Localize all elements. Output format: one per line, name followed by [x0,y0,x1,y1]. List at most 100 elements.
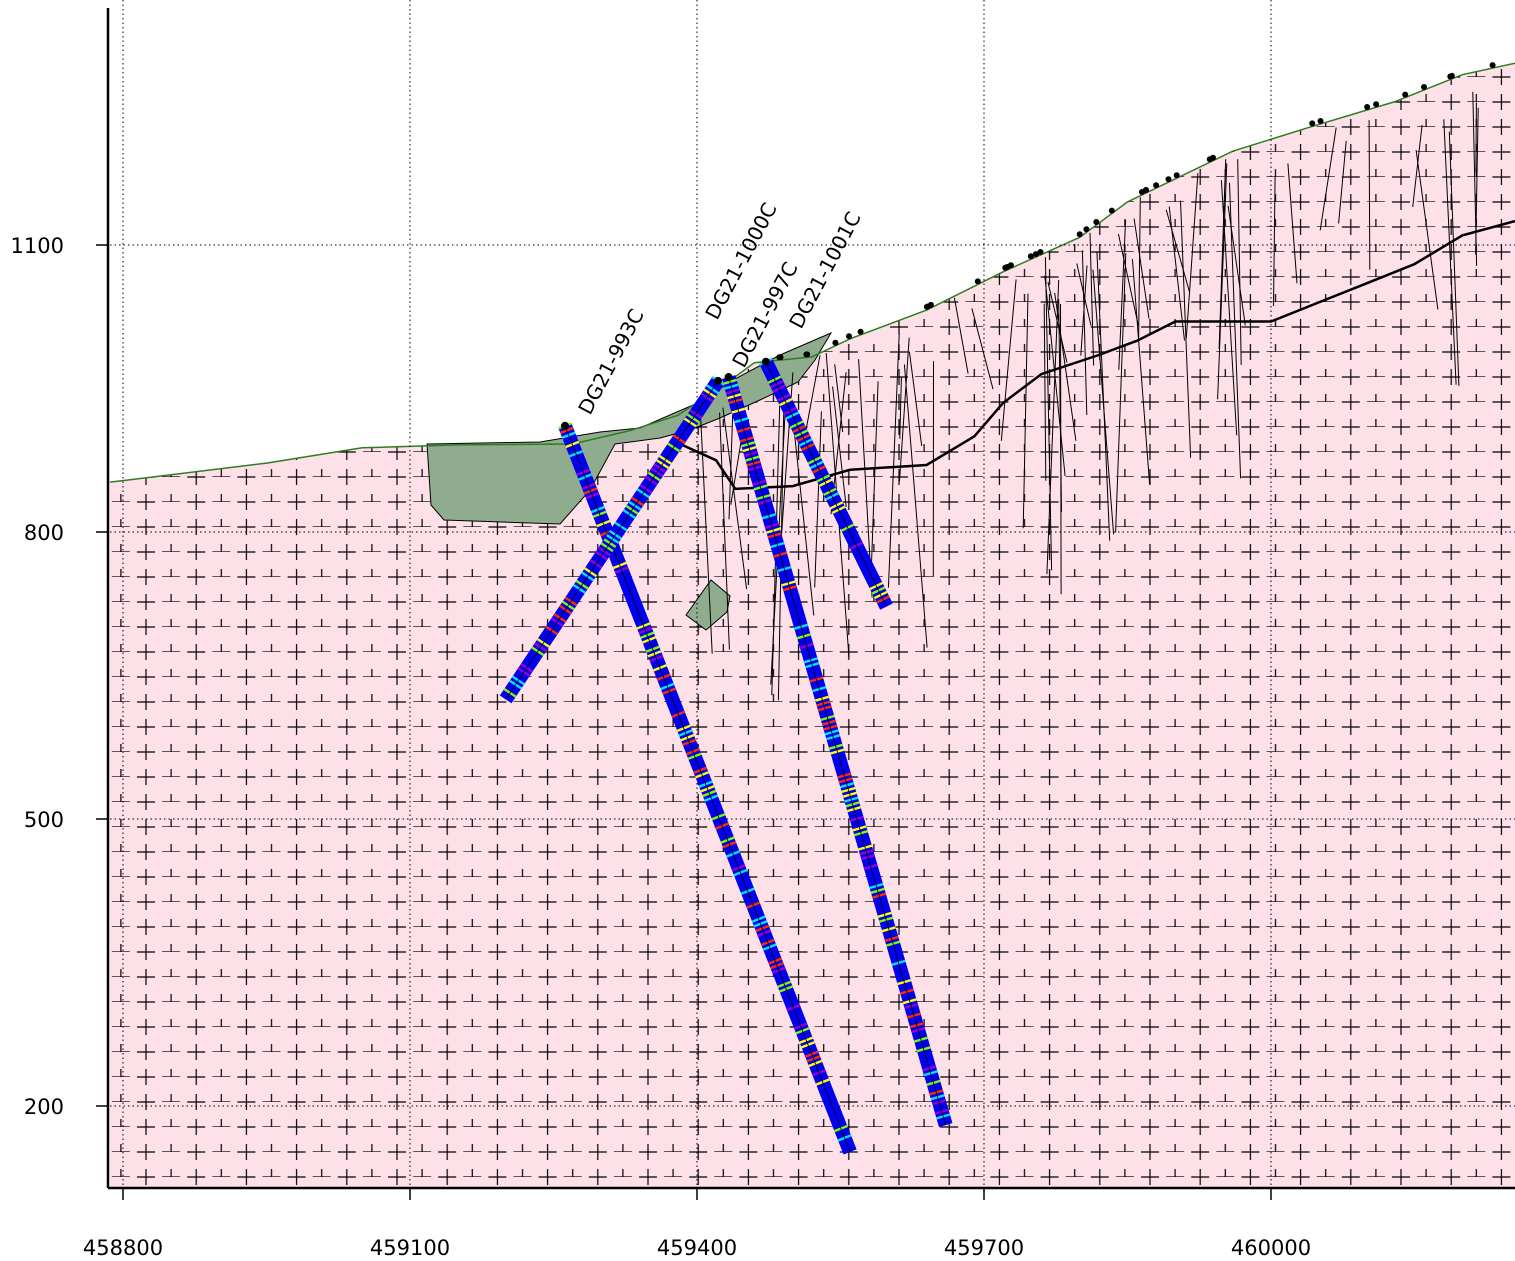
collar-marker [1364,104,1371,110]
historic-drill-trace [953,297,969,374]
geology-layer [110,62,1515,1188]
drillhole-collar [724,373,733,382]
collar-marker [1373,101,1380,108]
drillhole-collar [761,357,770,366]
historic-drill-trace [699,409,713,654]
drillhole-dg21-997c [499,375,725,704]
historic-drill-trace [1185,173,1199,339]
plot-area [110,0,1515,1188]
historic-drill-trace [1448,131,1460,386]
collar-marker [846,333,852,340]
historic-drill-trace [1180,200,1192,458]
drillhole-centerline [505,380,719,700]
historic-drill-trace [1165,209,1191,294]
bedrock-pattern [110,63,1515,1188]
collar-marker [1489,62,1496,69]
collar-marker [857,328,864,335]
drillhole-dg21-1001c [759,357,893,610]
historic-drill-trace [1220,180,1238,436]
collar-marker [832,339,839,346]
historic-drill-trace [899,337,910,482]
collar-marker [1165,176,1172,183]
historic-drill-trace [1415,150,1439,310]
drillhole-centerline [728,376,947,1126]
x-tick-label: 459700 [944,1236,1024,1260]
x-tick-label: 458800 [83,1236,163,1260]
historic-drill-trace [719,412,730,650]
historic-drill-trace [1138,197,1141,342]
historic-drill-trace [1060,303,1062,595]
historic-drill-trace [814,411,822,588]
historic-drill-trace [1475,107,1479,255]
historic-drill-trace [1217,163,1228,400]
historic-drill-trace [1133,218,1150,319]
historic-drill-trace [1475,102,1477,172]
historic-drill-trace [1118,220,1127,370]
historic-drill-trace [804,355,821,437]
historic-drill-trace [971,308,994,390]
collar-marker [1138,189,1145,195]
hole-label-dg21-993c: DG21-993C [573,305,649,418]
collar-marker [1108,207,1115,214]
contact-line [677,219,1515,491]
historic-drill-trace [1115,253,1127,533]
historic-drill-trace [1022,293,1029,529]
x-tick-label: 459400 [657,1236,737,1260]
collar-marker [803,351,810,358]
historic-drill-trace [1287,163,1298,284]
historic-drill-trace [903,364,928,648]
y-tick-label: 800 [24,521,64,545]
topography-line [110,62,1515,483]
historic-drill-trace [722,407,748,590]
drillhole-collar [714,376,723,385]
collar-marker [1210,154,1216,161]
historic-drill-trace [1000,279,1017,441]
historic-drill-trace [1043,303,1047,481]
historic-drill-trace [1218,159,1227,349]
drillhole-traces [499,357,953,1155]
collar-marker [1083,226,1090,233]
collar-marker [923,303,930,310]
collar-marker [1448,72,1455,79]
historic-drill-trace [1054,292,1077,441]
historic-drill-trace [1319,127,1337,231]
collar-marker [1027,253,1034,260]
y-tick-label: 1100 [11,234,64,258]
historic-drill-trace [790,402,815,616]
collar-marker [1004,264,1011,270]
x-axis-ticks: 458800 459100 459400 459700 460000 [83,1188,1311,1260]
collar-marker [1153,182,1160,189]
historic-drill-trace [1229,182,1242,479]
collar-marker [974,278,981,285]
collar-marker [777,354,784,361]
collar-marker [1076,231,1083,238]
y-tick-label: 500 [24,808,64,832]
y-axis-ticks: 1100 800 500 200 [11,234,108,1119]
historic-drill-trace [1131,258,1151,485]
historic-drill-trace [887,334,900,588]
historic-drill-trace [1096,251,1111,541]
collar-marker [1173,172,1180,179]
collar-marker [1093,219,1100,225]
historic-drill-trace [1443,119,1457,385]
collar-marker [1309,120,1316,127]
x-tick-label: 459100 [370,1236,450,1260]
collar-marker [1402,91,1409,98]
historic-drill-trace [899,376,902,439]
collar-marker [1032,251,1039,258]
y-tick-label: 200 [24,1095,64,1119]
historic-drill-trace [1044,257,1053,571]
historic-drill-trace [1368,120,1371,270]
collar-marker [1037,249,1044,255]
historic-drill-trace [1046,279,1060,575]
historic-drill-trace [908,351,923,446]
historic-drill-trace [1117,233,1139,326]
drillhole-centerline [765,361,887,607]
historic-drill-trace [832,386,847,508]
historic-drill-trace [871,381,879,564]
historic-drill-trace [1338,140,1347,224]
grid-lines [110,0,1515,1188]
drillhole-collar [560,421,569,430]
x-tick-label: 460000 [1231,1236,1311,1260]
